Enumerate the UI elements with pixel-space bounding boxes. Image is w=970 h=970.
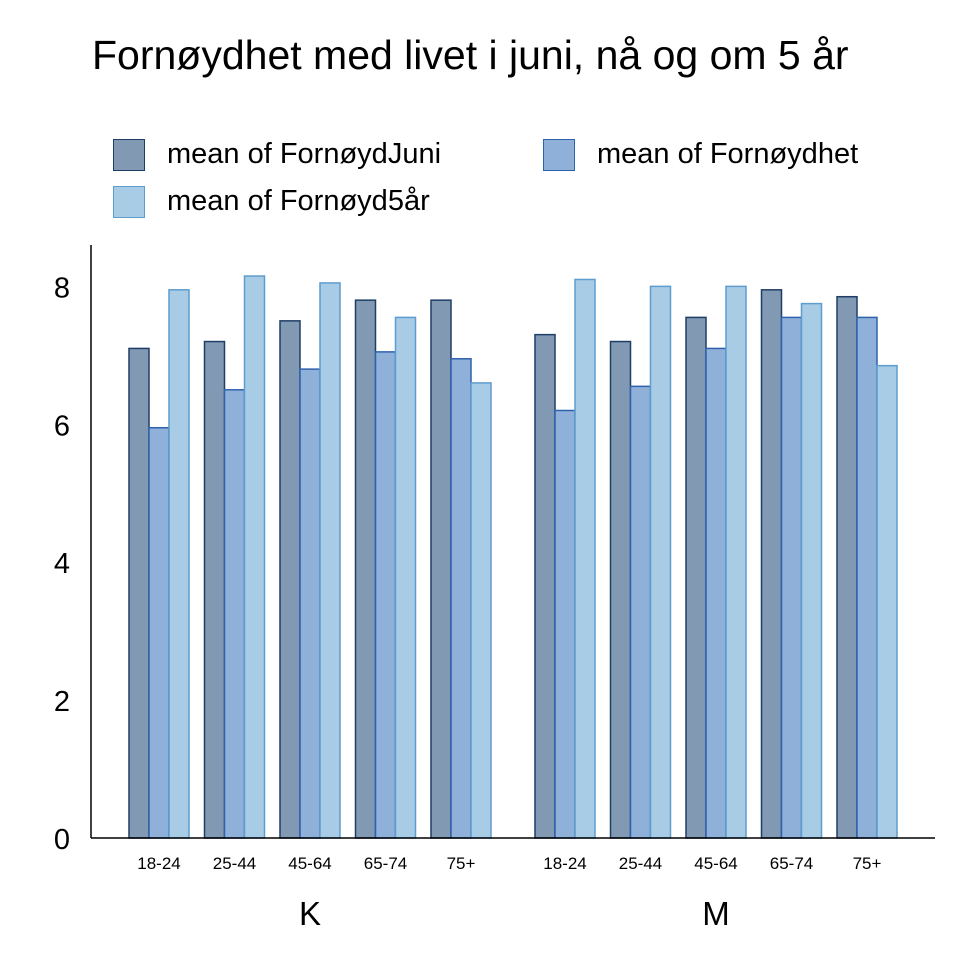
bar	[319, 282, 341, 839]
bar	[629, 385, 652, 839]
x-tick-label: 25-44	[213, 854, 256, 873]
bar	[223, 389, 246, 839]
x-tick-label: 45-64	[288, 854, 331, 873]
legend-label-fornoydjuni: mean of FornøydJuni	[167, 138, 442, 170]
bar	[279, 320, 301, 839]
bar	[354, 299, 377, 839]
x-tick-label: 18-24	[543, 854, 586, 873]
bar	[203, 340, 226, 839]
bar	[800, 302, 823, 839]
bar	[534, 333, 556, 839]
bar	[609, 340, 632, 839]
legend-swatch-fornoyd5ar	[113, 185, 145, 218]
bar	[128, 347, 150, 839]
bar	[148, 426, 170, 839]
bar	[649, 285, 672, 839]
y-tick-label: 2	[54, 686, 70, 718]
legend-swatch-fornoydjuni	[113, 138, 145, 171]
bar	[705, 347, 727, 839]
bar	[554, 409, 576, 839]
bar	[394, 316, 417, 839]
bar	[760, 289, 783, 839]
x-tick-label: 25-44	[619, 854, 662, 873]
x-tick-label: 75+	[447, 854, 476, 873]
x-tick-label: 75+	[853, 854, 882, 873]
bar	[450, 358, 472, 839]
x-tick-label: 65-74	[770, 854, 813, 873]
bar	[574, 278, 596, 839]
bar	[374, 351, 397, 839]
bar	[685, 316, 707, 839]
y-tick-label: 0	[54, 824, 70, 856]
x-tick-label: 65-74	[364, 854, 407, 873]
legend-item-fornoyd5ar: mean of Fornøyd5år	[113, 185, 430, 218]
legend-label-fornoyd5ar: mean of Fornøyd5år	[167, 185, 430, 217]
legend-swatch-fornoydhet	[543, 138, 575, 171]
bar	[470, 382, 492, 839]
bar	[299, 368, 321, 839]
bar	[836, 295, 858, 839]
bar	[243, 275, 266, 839]
x-tick-label: 45-64	[694, 854, 737, 873]
y-tick-label: 6	[54, 410, 70, 442]
bar	[725, 285, 747, 839]
bar	[876, 364, 898, 839]
legend-item-fornoydhet: mean of Fornøydhet	[543, 138, 858, 171]
bar	[430, 299, 452, 839]
bar	[856, 316, 878, 839]
bar	[168, 289, 190, 839]
y-tick-label: 8	[54, 272, 70, 304]
bar	[780, 316, 803, 839]
x-group-label: K	[299, 895, 321, 932]
chart-title: Fornøydhet med livet i juni, nå og om 5 …	[92, 32, 849, 78]
x-tick-label: 18-24	[137, 854, 180, 873]
y-tick-label: 4	[54, 548, 70, 580]
legend-label-fornoydhet: mean of Fornøydhet	[597, 138, 859, 170]
legend-item-fornoydjuni: mean of FornøydJuni	[113, 138, 441, 171]
x-group-label: M	[702, 895, 730, 932]
